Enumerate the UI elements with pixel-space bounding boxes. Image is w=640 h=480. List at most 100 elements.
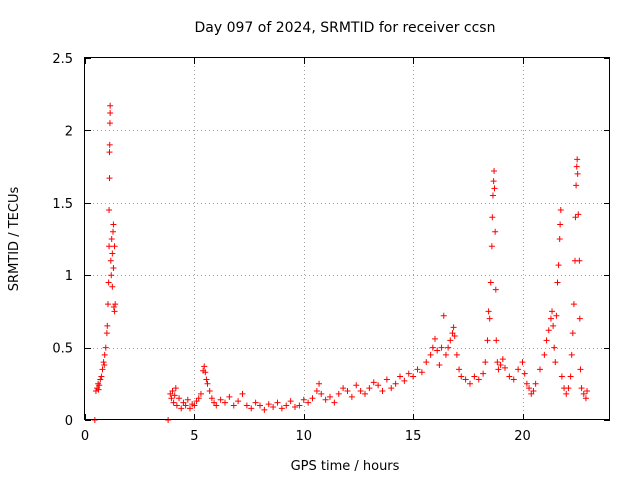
data-point bbox=[569, 330, 576, 337]
data-point bbox=[357, 388, 364, 395]
data-point bbox=[109, 283, 116, 290]
data-point bbox=[108, 272, 115, 279]
data-point bbox=[103, 330, 110, 337]
data-point bbox=[488, 243, 495, 250]
data-point bbox=[530, 388, 537, 395]
data-point bbox=[532, 380, 539, 387]
data-point bbox=[451, 333, 458, 340]
data-point bbox=[497, 361, 504, 368]
data-point bbox=[572, 214, 579, 221]
data-point bbox=[565, 385, 572, 392]
data-point bbox=[550, 322, 557, 329]
data-point bbox=[553, 312, 560, 319]
data-point bbox=[110, 228, 116, 235]
data-point bbox=[568, 351, 575, 358]
data-point bbox=[168, 395, 175, 402]
data-point bbox=[213, 402, 220, 409]
data-point bbox=[235, 398, 242, 405]
data-point bbox=[170, 399, 177, 406]
data-point bbox=[489, 214, 496, 221]
data-point bbox=[239, 390, 246, 397]
data-point bbox=[274, 399, 281, 406]
data-point bbox=[576, 315, 583, 322]
data-point bbox=[195, 395, 202, 402]
data-point bbox=[184, 396, 191, 403]
data-point bbox=[515, 366, 522, 373]
y-axis-label: SRMTID / TECUs bbox=[7, 187, 22, 292]
data-point bbox=[434, 347, 441, 354]
data-point bbox=[442, 351, 449, 358]
data-point bbox=[445, 344, 452, 351]
data-point bbox=[580, 390, 587, 397]
data-point bbox=[322, 396, 329, 403]
data-point bbox=[440, 312, 447, 319]
data-point bbox=[453, 351, 460, 358]
data-point bbox=[243, 402, 250, 409]
data-point bbox=[495, 366, 502, 373]
data-point bbox=[107, 257, 114, 264]
data-point bbox=[202, 369, 209, 376]
data-point bbox=[570, 301, 577, 308]
data-point bbox=[563, 390, 570, 397]
data-point bbox=[318, 390, 325, 397]
data-point bbox=[545, 327, 552, 334]
data-point bbox=[111, 308, 118, 315]
data-point bbox=[480, 370, 487, 377]
data-point bbox=[573, 182, 580, 189]
data-point bbox=[108, 236, 115, 242]
data-point bbox=[106, 141, 113, 148]
data-point bbox=[576, 257, 583, 264]
data-point bbox=[554, 279, 561, 286]
data-point bbox=[388, 385, 395, 392]
data-point bbox=[178, 405, 185, 412]
y-tick-label: 2.5 bbox=[52, 52, 73, 67]
data-point bbox=[106, 149, 113, 156]
data-point bbox=[222, 399, 228, 406]
data-point bbox=[362, 390, 368, 397]
data-point bbox=[344, 388, 351, 395]
data-point bbox=[331, 399, 338, 406]
data-point bbox=[98, 373, 105, 380]
data-point bbox=[197, 390, 204, 397]
data-point bbox=[410, 373, 417, 380]
data-point bbox=[257, 402, 263, 409]
data-point bbox=[482, 359, 489, 366]
data-point bbox=[456, 366, 463, 373]
data-point bbox=[556, 236, 563, 242]
data-point bbox=[366, 385, 373, 392]
data-point bbox=[487, 279, 494, 286]
data-point bbox=[105, 279, 112, 286]
data-point bbox=[485, 308, 492, 315]
data-point bbox=[438, 344, 445, 351]
data-point bbox=[537, 366, 543, 373]
data-point bbox=[491, 167, 498, 174]
data-point bbox=[182, 402, 189, 409]
data-point bbox=[283, 402, 290, 409]
y-tick-label: 1 bbox=[65, 269, 73, 284]
data-point bbox=[558, 373, 565, 380]
y-tick-label: 0 bbox=[65, 414, 73, 429]
data-point bbox=[557, 207, 564, 214]
data-point bbox=[547, 315, 554, 322]
data-point bbox=[296, 402, 303, 409]
data-point bbox=[578, 385, 585, 392]
data-point bbox=[292, 403, 298, 410]
data-point bbox=[526, 385, 533, 392]
data-point bbox=[176, 395, 183, 402]
data-point bbox=[401, 377, 408, 384]
data-point bbox=[112, 301, 119, 308]
data-point bbox=[327, 393, 333, 400]
chart-title: Day 097 of 2024, SRMTID for receiver ccs… bbox=[195, 20, 496, 36]
data-point bbox=[110, 264, 117, 271]
y-tick-label: 1.5 bbox=[52, 197, 73, 212]
data-point bbox=[208, 395, 215, 402]
data-point bbox=[489, 192, 496, 199]
x-tick-label: 15 bbox=[405, 429, 422, 444]
data-point bbox=[484, 337, 491, 344]
data-point bbox=[577, 366, 584, 373]
y-tick-label: 2 bbox=[65, 124, 73, 139]
data-point bbox=[348, 393, 355, 400]
data-point bbox=[567, 373, 574, 380]
data-point bbox=[201, 363, 208, 370]
